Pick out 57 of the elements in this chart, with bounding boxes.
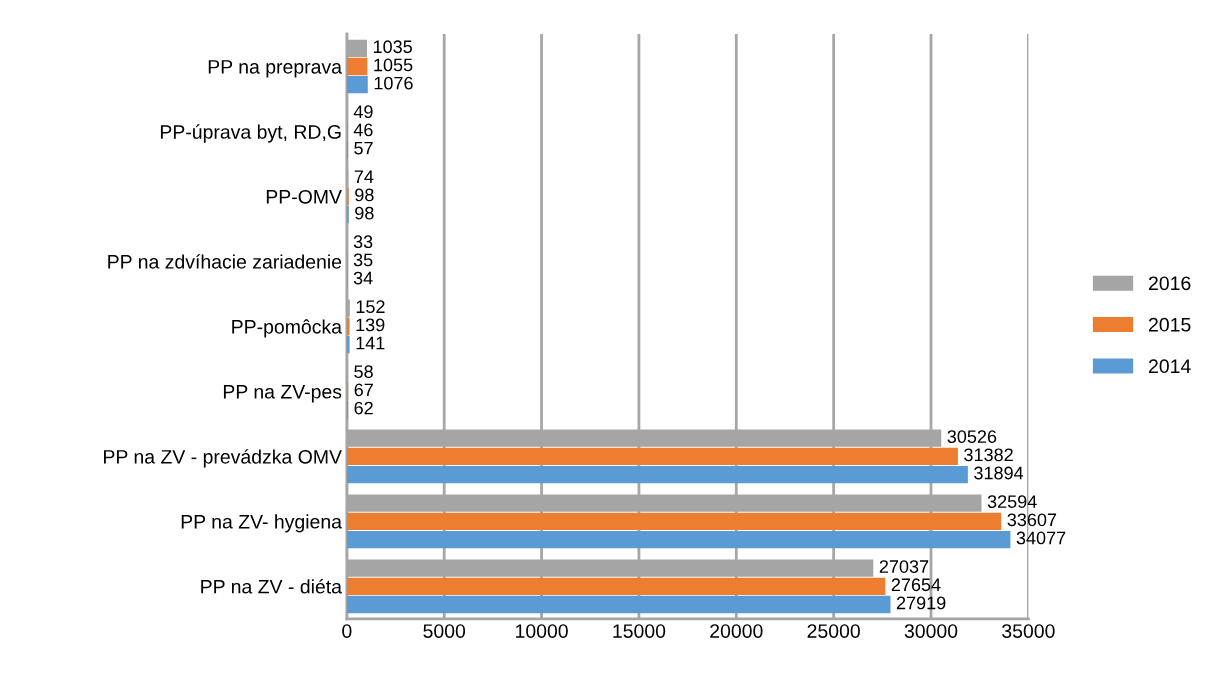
bar bbox=[346, 335, 350, 354]
y-tick-label: PP na ZV- hygiena bbox=[181, 514, 342, 533]
data-label: 27654 bbox=[891, 578, 941, 592]
x-tick-label: 30000 bbox=[904, 624, 958, 638]
data-label: 31382 bbox=[964, 448, 1013, 462]
data-label: 74 bbox=[354, 170, 374, 183]
data-label: 1076 bbox=[374, 76, 413, 90]
data-label: 139 bbox=[356, 318, 385, 332]
legend-label: 2014 bbox=[1148, 359, 1191, 374]
bar bbox=[346, 530, 1011, 549]
bar bbox=[346, 512, 1002, 530]
data-label: 57 bbox=[354, 141, 373, 155]
data-label: 46 bbox=[353, 123, 373, 137]
data-label: 58 bbox=[354, 365, 373, 379]
x-tick-label: 15000 bbox=[613, 624, 666, 638]
y-tick-label: PP-pomôcka bbox=[232, 319, 342, 338]
data-label: 34077 bbox=[1016, 531, 1066, 545]
bar bbox=[346, 465, 968, 484]
y-tick-label: PP na ZV - prevádzka OMV bbox=[104, 449, 342, 468]
data-label: 27037 bbox=[879, 560, 929, 573]
bar bbox=[346, 447, 958, 465]
x-tick-label: 20000 bbox=[710, 624, 763, 638]
y-tick-label: PP-OMV bbox=[266, 189, 342, 204]
data-label: 35 bbox=[353, 253, 373, 267]
bar bbox=[346, 76, 368, 94]
data-label: 1055 bbox=[374, 58, 413, 72]
data-label: 141 bbox=[356, 336, 385, 350]
bar bbox=[346, 577, 886, 595]
data-label: 33607 bbox=[1007, 513, 1057, 527]
y-tick-label: PP na ZV-pes bbox=[223, 385, 342, 403]
x-tick-label: 10000 bbox=[516, 624, 568, 638]
data-label: 33 bbox=[353, 235, 373, 249]
legend-label: 2015 bbox=[1148, 317, 1191, 332]
data-label: 1035 bbox=[373, 40, 412, 54]
x-tick-label: 5000 bbox=[423, 624, 466, 638]
data-label: 27919 bbox=[896, 596, 946, 610]
data-label: 31894 bbox=[974, 466, 1024, 480]
data-label: 152 bbox=[356, 300, 385, 314]
data-label: 49 bbox=[353, 105, 373, 119]
x-tick-label: 0 bbox=[342, 624, 352, 638]
data-label: 67 bbox=[354, 383, 373, 397]
data-label: 98 bbox=[355, 206, 374, 220]
x-tick-label: 25000 bbox=[807, 624, 860, 638]
bar bbox=[346, 595, 891, 614]
y-tick-label: PP na ZV - diéta bbox=[201, 579, 342, 594]
data-label: 32594 bbox=[987, 495, 1037, 508]
data-label: 62 bbox=[354, 401, 373, 415]
bar bbox=[346, 317, 350, 336]
data-label: 30526 bbox=[947, 430, 997, 444]
data-label: 98 bbox=[355, 188, 374, 202]
bar bbox=[346, 57, 368, 76]
x-tick-label: 35000 bbox=[1002, 624, 1055, 638]
legend-label: 2016 bbox=[1148, 276, 1191, 291]
y-tick-label: PP na zdvíhacie zariadenie bbox=[108, 254, 342, 269]
y-tick-label: PP-úprava byt, RD,G bbox=[160, 124, 341, 143]
data-label: 34 bbox=[353, 271, 373, 285]
y-tick-label: PP na preprava bbox=[208, 60, 342, 78]
